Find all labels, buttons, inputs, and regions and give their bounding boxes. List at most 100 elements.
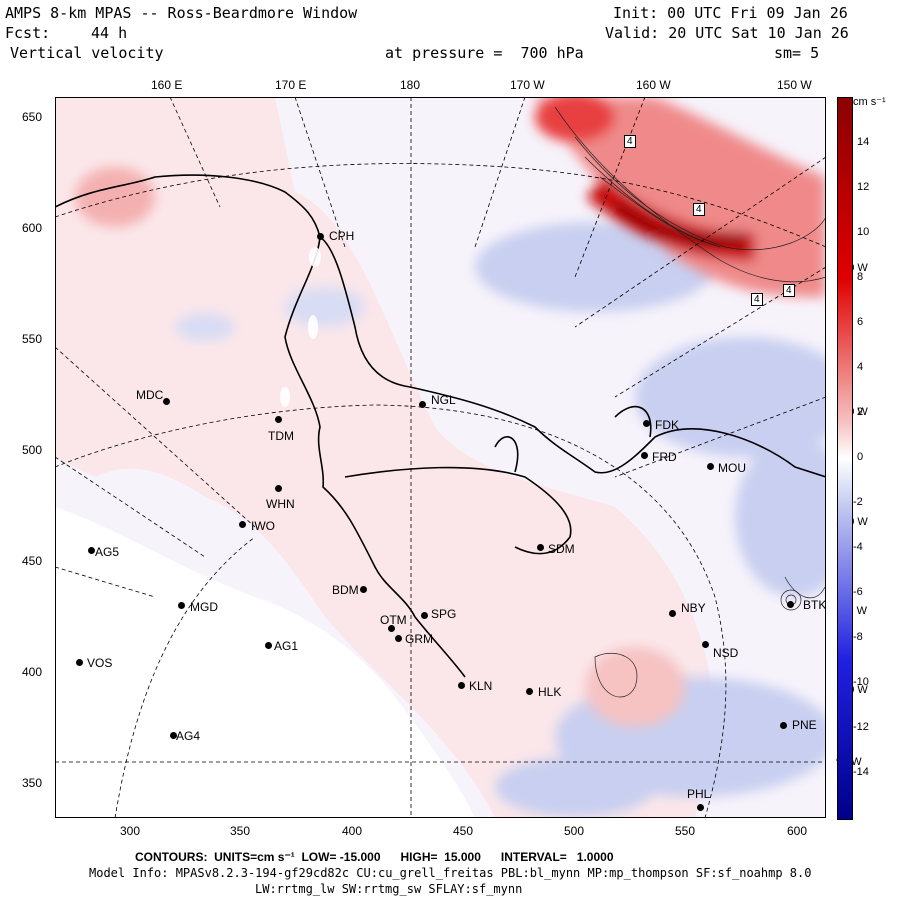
- station-fdk: FDK: [655, 418, 679, 432]
- coastline: [55, 174, 826, 678]
- station-hlk: HLK: [538, 685, 562, 699]
- station-dot-nsd: [702, 641, 709, 648]
- colorbar-tick-label: 14: [857, 136, 870, 148]
- station-mgd: MGD: [190, 600, 218, 614]
- colorbar-tick-label: 0: [857, 451, 864, 463]
- station-dot-mdc: [163, 398, 170, 405]
- colorbar-tick-label: -12: [853, 721, 869, 733]
- descent-patches: [175, 222, 826, 817]
- station-nby: NBY: [681, 601, 706, 615]
- colorbar-tick-label: 8: [857, 271, 864, 283]
- contour-label: 4: [693, 203, 705, 216]
- lon-label-160e: 160 E: [151, 78, 183, 92]
- x-tick-500: 500: [564, 824, 585, 838]
- station-dot-sdm: [537, 544, 544, 551]
- graticule: [55, 97, 826, 818]
- station-dot-fdk: [643, 420, 650, 427]
- coastal-gaps: [280, 247, 321, 407]
- y-tick-350: 350: [22, 776, 43, 790]
- x-tick-400: 400: [342, 824, 363, 838]
- colorbar-tick-label: 4: [857, 361, 864, 373]
- station-grm: GRM: [405, 632, 433, 646]
- station-dot-cph: [317, 233, 324, 240]
- station-bdm: BDM: [332, 583, 359, 597]
- station-dot-ag1: [265, 642, 272, 649]
- pressure-level: at pressure = 700 hPa: [385, 44, 584, 62]
- station-dot-frd: [641, 452, 648, 459]
- station-dot-pne: [780, 722, 787, 729]
- lon-label-170e: 170 E: [275, 78, 307, 92]
- station-tdm: TDM: [268, 429, 294, 443]
- station-dot-otm: [388, 625, 395, 632]
- lon-label-170w: 170 W: [510, 78, 545, 92]
- station-kln: KLN: [469, 679, 493, 693]
- station-dot-vos: [76, 659, 83, 666]
- map-panel: [55, 97, 826, 818]
- station-dot-iwo: [239, 521, 246, 528]
- station-dot-hlk: [526, 688, 533, 695]
- contour-info: CONTOURS: UNITS=cm s⁻¹ LOW= -15.000 HIGH…: [135, 850, 614, 864]
- station-ngl: NGL: [431, 393, 456, 407]
- station-btk: BTK: [803, 598, 827, 612]
- station-dot-phl: [697, 804, 704, 811]
- lon-label-160w: 160 W: [636, 78, 671, 92]
- colorbar-units: cm s⁻¹: [853, 96, 886, 108]
- lon-label-180: 180: [400, 78, 421, 92]
- colorbar-tick-label: 10: [857, 226, 870, 238]
- station-ag1: AG1: [274, 639, 299, 653]
- lon-label-150w: 150 W: [777, 78, 812, 92]
- colorbar-tick-label: -4: [853, 541, 863, 553]
- init-time: Init: 00 UTC Fri 09 Jan 26: [613, 4, 848, 22]
- y-tick-550: 550: [22, 332, 43, 346]
- colorbar-tick-label: 2: [857, 406, 864, 418]
- x-tick-550: 550: [675, 824, 696, 838]
- station-dot-btk: [787, 601, 794, 608]
- station-vos: VOS: [87, 656, 113, 670]
- station-dot-nby: [669, 610, 676, 617]
- y-tick-650: 650: [22, 110, 43, 124]
- station-dot-whn: [275, 485, 282, 492]
- station-otm: OTM: [380, 613, 407, 627]
- station-dot-spg: [421, 612, 428, 619]
- colorbar-tick-label: -2: [853, 496, 863, 508]
- y-tick-600: 600: [22, 221, 43, 235]
- station-mou: MOU: [718, 461, 746, 475]
- station-nsd: NSD: [713, 646, 739, 660]
- station-sdm: SDM: [548, 542, 575, 556]
- colorbar-tick-label: -14: [853, 766, 869, 778]
- x-tick-600: 600: [787, 824, 808, 838]
- station-mdc: MDC: [136, 388, 164, 402]
- colorbar-tick-label: 12: [857, 181, 870, 193]
- station-dot-mou: [707, 463, 714, 470]
- station-dot-ngl: [419, 401, 426, 408]
- x-tick-350: 350: [230, 824, 251, 838]
- station-frd: FRD: [652, 450, 677, 464]
- valid-time: Valid: 20 UTC Sat 10 Jan 26: [605, 24, 849, 42]
- station-dot-kln: [458, 682, 465, 689]
- model-info-physics: LW:rrtmg_lw SW:rrtmg_sw SFLAY:sf_mynn: [255, 882, 523, 896]
- contour-label: 4: [751, 293, 763, 306]
- station-ag5: AG5: [95, 545, 120, 559]
- neutral-region: [55, 507, 475, 818]
- station-dot-grm: [395, 635, 402, 642]
- map-title: AMPS 8-km MPAS -- Ross-Beardmore Window: [5, 4, 358, 22]
- forecast-hour: 44 h: [91, 24, 128, 42]
- station-iwo: IWO: [251, 519, 275, 533]
- station-phl: PHL: [687, 787, 711, 801]
- colorbar: [837, 97, 853, 820]
- y-tick-400: 400: [22, 665, 43, 679]
- colorbar-tick-label: -6: [853, 586, 863, 598]
- y-tick-500: 500: [22, 443, 43, 457]
- station-dot-tdm: [275, 416, 282, 423]
- station-ag4: AG4: [176, 729, 201, 743]
- colorbar-tick-label: -8: [853, 631, 863, 643]
- colorbar-tick-label: 6: [857, 316, 864, 328]
- contour-label: 4: [624, 135, 636, 148]
- smoothing-value: sm= 5: [774, 44, 820, 62]
- model-info: Model Info: MPASv8.2.3-194-gf29cd82c CU:…: [89, 866, 812, 880]
- contour-lines: [554, 106, 826, 698]
- station-dot-ag5: [88, 547, 95, 554]
- station-whn: WHN: [266, 497, 295, 511]
- field-name: Vertical velocity: [10, 44, 164, 62]
- station-dot-mgd: [178, 602, 185, 609]
